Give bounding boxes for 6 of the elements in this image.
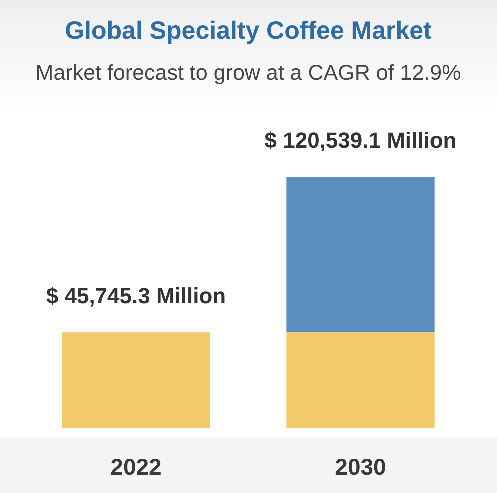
chart-subtitle: Market forecast to grow at a CAGR of 12.9% bbox=[34, 60, 462, 87]
x-tick-label: 2022 bbox=[110, 454, 162, 480]
chart-title: Global Specialty Coffee Market bbox=[64, 16, 433, 47]
annotation: $ 120,539.1 Million bbox=[264, 128, 457, 153]
x-tick-label: 2030 bbox=[335, 454, 386, 480]
annotation: $ 45,745.3 Million bbox=[46, 284, 226, 309]
